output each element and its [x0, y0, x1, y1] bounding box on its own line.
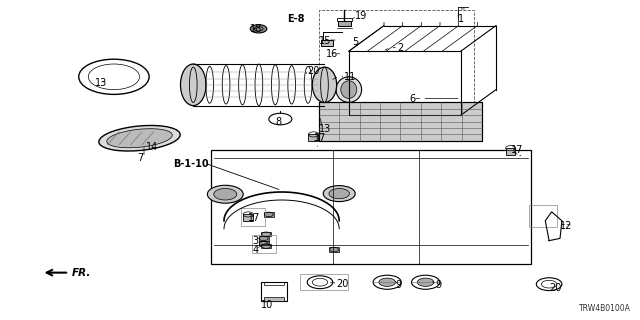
Bar	[300, 274, 348, 290]
Text: 17: 17	[511, 145, 523, 156]
Text: 1: 1	[458, 14, 464, 24]
Text: 17: 17	[248, 213, 260, 223]
Bar	[506, 148, 515, 155]
Text: 13: 13	[95, 78, 107, 88]
Bar	[529, 205, 557, 227]
Text: 2: 2	[397, 43, 403, 53]
Text: 6: 6	[410, 94, 416, 104]
Bar	[252, 235, 276, 253]
Ellipse shape	[107, 129, 172, 148]
Text: 11: 11	[344, 72, 356, 82]
Text: FR.: FR.	[72, 268, 91, 278]
Text: 8: 8	[275, 116, 282, 127]
Circle shape	[417, 278, 434, 286]
Circle shape	[207, 185, 243, 203]
Bar	[264, 297, 284, 301]
Text: 10: 10	[261, 300, 273, 310]
Text: 14: 14	[146, 141, 158, 152]
Circle shape	[323, 186, 355, 202]
Text: 4: 4	[253, 245, 259, 255]
Text: 5: 5	[352, 36, 358, 47]
Bar	[261, 232, 271, 236]
Text: 20: 20	[307, 66, 319, 76]
Text: 12: 12	[560, 220, 572, 231]
Text: B-1-10: B-1-10	[173, 159, 209, 169]
Bar	[259, 236, 269, 241]
Bar	[329, 247, 339, 252]
Text: 16: 16	[326, 49, 339, 60]
Bar	[261, 244, 271, 248]
Text: 9: 9	[435, 280, 442, 291]
Bar	[319, 102, 482, 141]
Bar	[211, 150, 531, 264]
Text: 7: 7	[138, 153, 144, 164]
Bar	[243, 214, 253, 221]
Bar	[308, 134, 318, 141]
Bar	[264, 212, 274, 217]
Circle shape	[379, 278, 396, 286]
Text: TRW4B0100A: TRW4B0100A	[579, 304, 630, 313]
Circle shape	[214, 188, 237, 200]
Bar	[261, 282, 287, 301]
Ellipse shape	[180, 64, 206, 106]
Text: 17: 17	[314, 133, 326, 143]
Bar	[319, 10, 474, 134]
Text: 9: 9	[396, 280, 402, 291]
Text: 18: 18	[250, 24, 262, 35]
Circle shape	[250, 25, 267, 33]
Text: 19: 19	[355, 11, 367, 21]
Bar	[259, 241, 269, 246]
Bar	[337, 18, 352, 21]
Circle shape	[329, 188, 349, 199]
Ellipse shape	[99, 125, 180, 151]
Bar	[264, 282, 284, 285]
Text: 15: 15	[319, 36, 331, 46]
Text: 20: 20	[549, 283, 561, 293]
Bar	[319, 102, 482, 141]
Bar	[321, 40, 333, 46]
Bar	[338, 21, 351, 26]
Text: 3: 3	[253, 236, 259, 246]
Bar	[241, 208, 265, 226]
Ellipse shape	[336, 77, 362, 102]
Text: 13: 13	[319, 124, 331, 134]
Text: 20: 20	[336, 279, 348, 289]
Ellipse shape	[312, 67, 337, 102]
Ellipse shape	[341, 81, 357, 99]
Text: E-8: E-8	[287, 13, 304, 24]
